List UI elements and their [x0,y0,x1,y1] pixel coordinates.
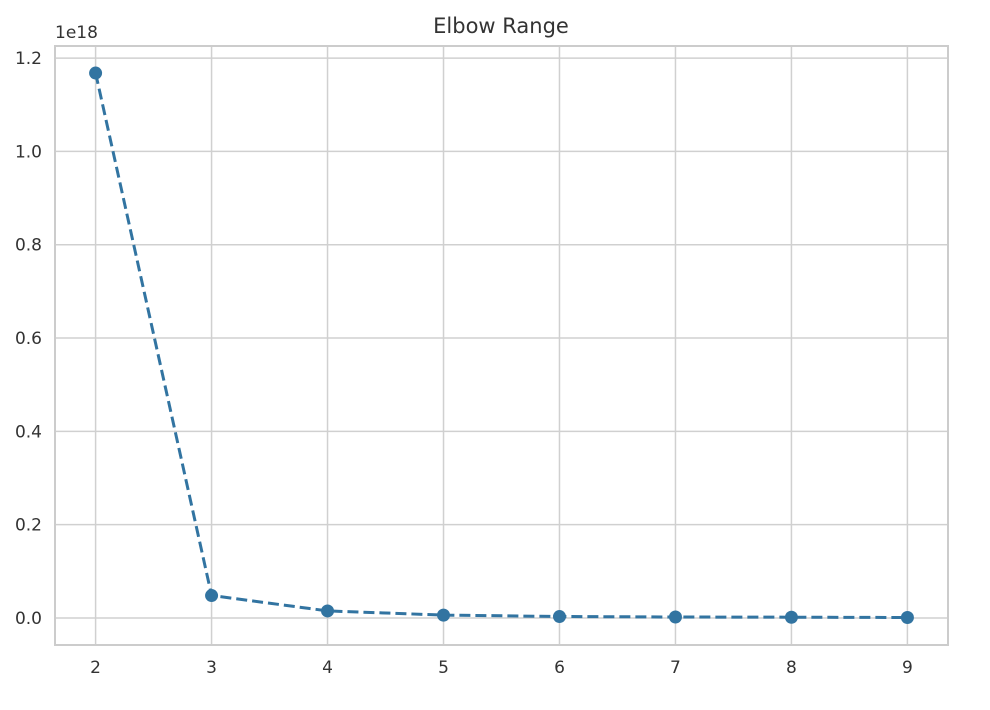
x-tick-label: 5 [438,658,449,678]
y-tick-label: 0.0 [15,609,42,629]
y-tick-label: 0.2 [15,516,42,536]
data-point [321,604,335,618]
y-offset-label: 1e18 [55,23,98,43]
data-point [784,610,798,624]
data-point [437,608,451,622]
x-tick-label: 2 [90,658,101,678]
data-point [552,610,566,624]
series-layer [89,66,914,624]
tick-labels: 2 3 4 5 6 7 8 9 0.0 0.2 0.4 0.6 0.8 1.0 1.2 [15,49,913,678]
y-tick-label: 0.8 [15,236,42,256]
chart-title: Elbow Range [433,14,569,38]
x-tick-label: 7 [670,658,681,678]
x-tick-label: 4 [322,658,333,678]
x-tick-label: 9 [902,658,913,678]
data-point [900,610,914,624]
x-tick-label: 8 [786,658,797,678]
grid [55,46,948,645]
data-point [89,66,103,80]
y-tick-label: 1.2 [15,49,42,69]
y-tick-label: 1.0 [15,142,42,162]
x-tick-label: 6 [554,658,565,678]
plot-area [54,45,949,646]
series-line [94,72,908,619]
data-point [668,610,682,624]
y-tick-label: 0.6 [15,329,42,349]
data-point [205,589,219,603]
y-tick-label: 0.4 [15,422,42,442]
x-tick-label: 3 [206,658,217,678]
